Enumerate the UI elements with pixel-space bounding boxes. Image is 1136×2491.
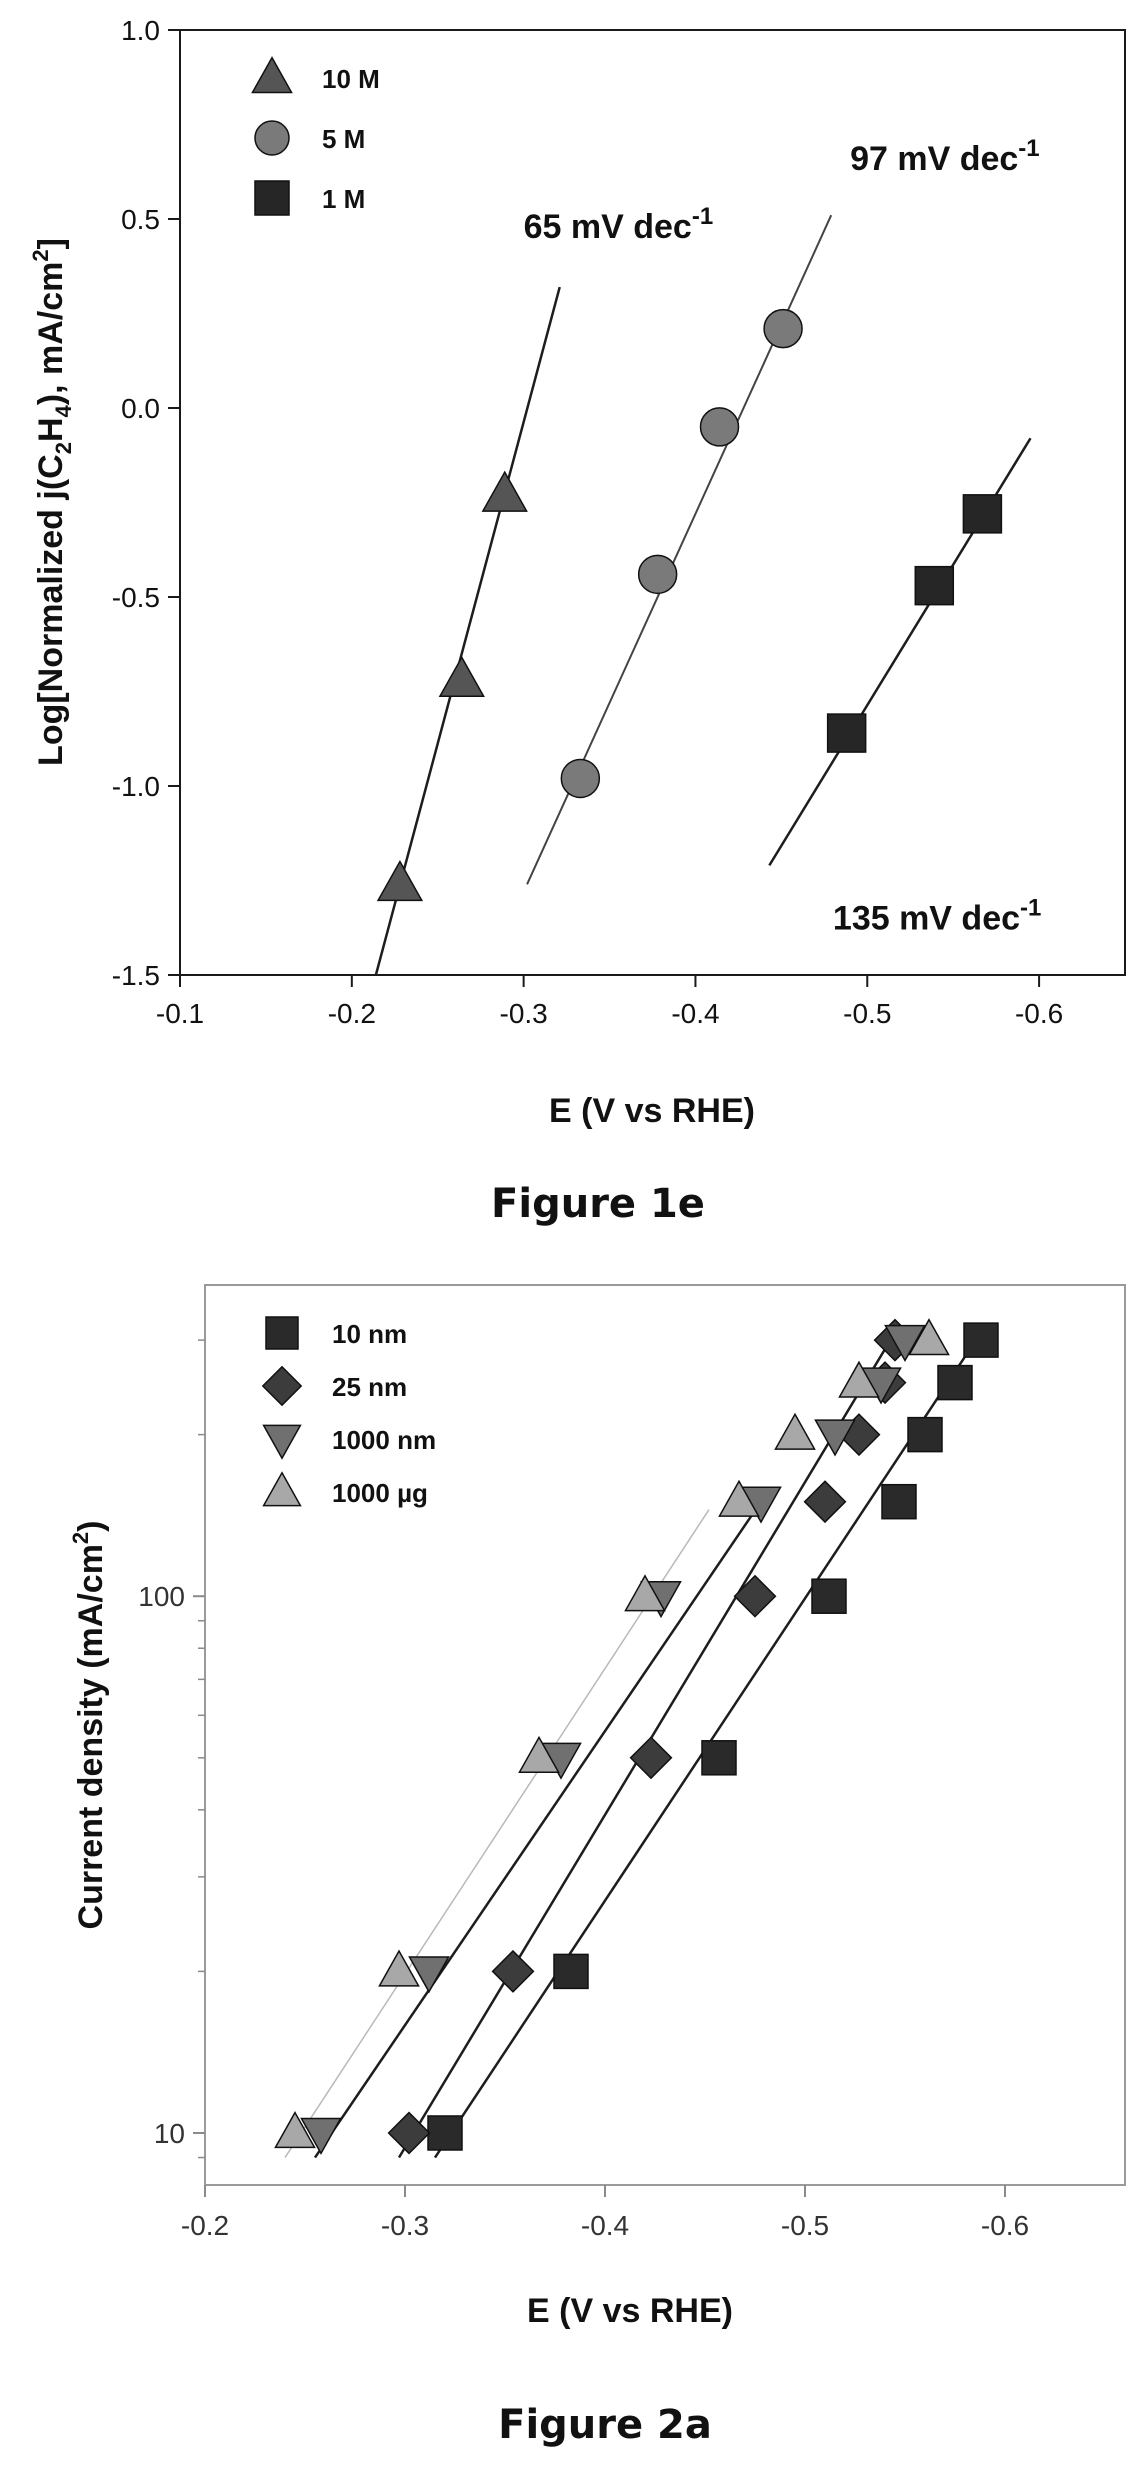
data-point-10-nm	[963, 1322, 999, 1358]
y-tick-label: -1.0	[112, 771, 160, 802]
data-point-1-m	[826, 713, 867, 753]
figure-caption-2a: Figure 2a	[498, 2402, 712, 2448]
x-axis-label-1e: E (V vs RHE)	[549, 1092, 755, 1130]
slope-annotation: 65 mV dec-1	[524, 203, 714, 246]
data-point-25-nm	[803, 1480, 847, 1524]
tick-layer-1e: -0.1 -0.2 -0.3 -0.4 -0.5 -0.6 1.0 0.5 0.0 -0.5 -1.…	[112, 15, 1063, 1029]
y-tick-label: -0.5	[112, 582, 160, 613]
data-point-1000-nm	[814, 1419, 856, 1457]
data-point-10-nm	[701, 1740, 737, 1776]
y-axis-label-2a: Current density (mA/cm2)	[68, 1521, 110, 1930]
data-point-1000-g	[908, 1318, 950, 1356]
legend-label-10-nm: 10 nm	[332, 1319, 407, 1349]
data-point-1000-nm	[884, 1324, 926, 1363]
data-point-10-nm	[427, 2115, 463, 2151]
data-point-5-m	[637, 554, 678, 595]
fit-lines-2a	[284, 1331, 983, 2159]
y-tick-label: 0.5	[121, 204, 160, 235]
data-point-10-m	[438, 655, 485, 698]
x-tick-label: -0.4	[581, 2210, 629, 2241]
data-points-2a	[274, 1318, 999, 2155]
y-axis-label-1e: Log[Normalized j(C2H4), mA/cm2]	[28, 238, 76, 766]
y-tick-label: 10	[154, 2118, 185, 2149]
data-point-1-m	[914, 565, 955, 606]
fit-line-1000-nm	[313, 1500, 763, 2159]
figure-1e: -0.1 -0.2 -0.3 -0.4 -0.5 -0.6 1.0 0.5 0.0 -0.5 -1.…	[28, 15, 1126, 1227]
x-tick-label: -0.4	[671, 998, 719, 1029]
legend-marker-10-m	[251, 56, 293, 94]
x-tick-label: -0.6	[981, 2210, 1029, 2241]
data-point-10-nm	[937, 1364, 973, 1401]
legend-1e: 10 M 5 M 1 M	[251, 56, 380, 216]
data-point-1000-g	[718, 1479, 760, 1517]
x-tick-label: -0.2	[328, 998, 376, 1029]
data-points-1e	[376, 308, 1003, 902]
fit-line-10-m	[374, 286, 561, 976]
legend-label-5-m: 5 M	[322, 124, 365, 154]
y-tick-label: 0.0	[121, 393, 160, 424]
legend-label-1-m: 1 M	[322, 184, 365, 214]
x-tick-label: -0.6	[1015, 998, 1063, 1029]
slope-annotation: 97 mV dec-1	[850, 135, 1040, 178]
data-point-1000-g	[274, 2111, 316, 2149]
legend-marker-25-nm	[261, 1365, 303, 1407]
data-point-10-nm	[553, 1953, 589, 1990]
data-point-5-m	[763, 308, 803, 349]
plot-frame-2a	[204, 1284, 1126, 2186]
data-point-25-nm	[387, 2111, 431, 2155]
data-point-10-nm	[907, 1416, 943, 1453]
x-axis-label-2a: E (V vs RHE)	[527, 2292, 733, 2330]
data-point-1000-g	[774, 1412, 816, 1450]
fit-line-1000-g	[284, 1509, 710, 2158]
data-point-1000-nm	[408, 1956, 450, 1994]
x-tick-label: -0.5	[781, 2210, 829, 2241]
data-point-5-m	[699, 407, 740, 447]
x-tick-label: -0.2	[181, 2210, 229, 2241]
y-tick-label: 1.0	[121, 15, 160, 46]
legend-2a: 10 nm 25 nm 1000 nm 1000 µg	[261, 1316, 436, 1508]
data-point-10-m	[481, 470, 528, 512]
data-point-25-nm	[629, 1736, 673, 1780]
legend-label-1000-g: 1000 µg	[332, 1478, 428, 1508]
legend-marker-1-m	[254, 180, 290, 216]
y-tick-label: -1.5	[112, 960, 160, 991]
data-point-1000-g	[838, 1360, 880, 1398]
legend-marker-1000-nm	[262, 1424, 302, 1460]
data-point-25-nm	[733, 1574, 777, 1618]
x-tick-label: -0.3	[500, 998, 548, 1029]
data-point-1000-nm	[300, 2117, 342, 2155]
legend-label-10-m: 10 M	[322, 64, 380, 94]
legend-label-1000-nm: 1000 nm	[332, 1425, 436, 1455]
data-point-1-m	[962, 494, 1003, 534]
data-point-1000-g	[624, 1574, 666, 1612]
data-point-5-m	[560, 758, 601, 799]
legend-marker-10-nm	[265, 1316, 299, 1350]
data-point-10-nm	[811, 1578, 847, 1614]
figure-2a: -0.2 -0.3 -0.4 -0.5 -0.6 10 100 10 nm 25 nm 1000…	[68, 1284, 1126, 2448]
legend-marker-5-m	[254, 120, 290, 156]
data-point-1000-g	[378, 1949, 420, 1987]
y-tick-label: 100	[138, 1581, 185, 1612]
x-tick-label: -0.5	[843, 998, 891, 1029]
slope-annotation: 135 mV dec-1	[833, 895, 1041, 938]
figure-caption-1e: Figure 1e	[491, 1181, 705, 1227]
plot-frame-1e	[179, 29, 1126, 976]
data-point-1000-g	[518, 1735, 560, 1773]
data-point-10-nm	[881, 1483, 917, 1520]
slope-annotations-1e: 65 mV dec-1 97 mV dec-1 135 mV dec-1	[524, 135, 1042, 938]
data-point-10-m	[376, 859, 424, 902]
legend-marker-1000-g	[262, 1471, 302, 1507]
data-point-25-nm	[491, 1949, 535, 1993]
x-tick-label: -0.1	[156, 998, 204, 1029]
x-tick-label: -0.3	[381, 2210, 429, 2241]
tick-layer-2a: -0.2 -0.3 -0.4 -0.5 -0.6 10 100	[138, 1339, 1029, 2241]
legend-label-25-nm: 25 nm	[332, 1372, 407, 1402]
